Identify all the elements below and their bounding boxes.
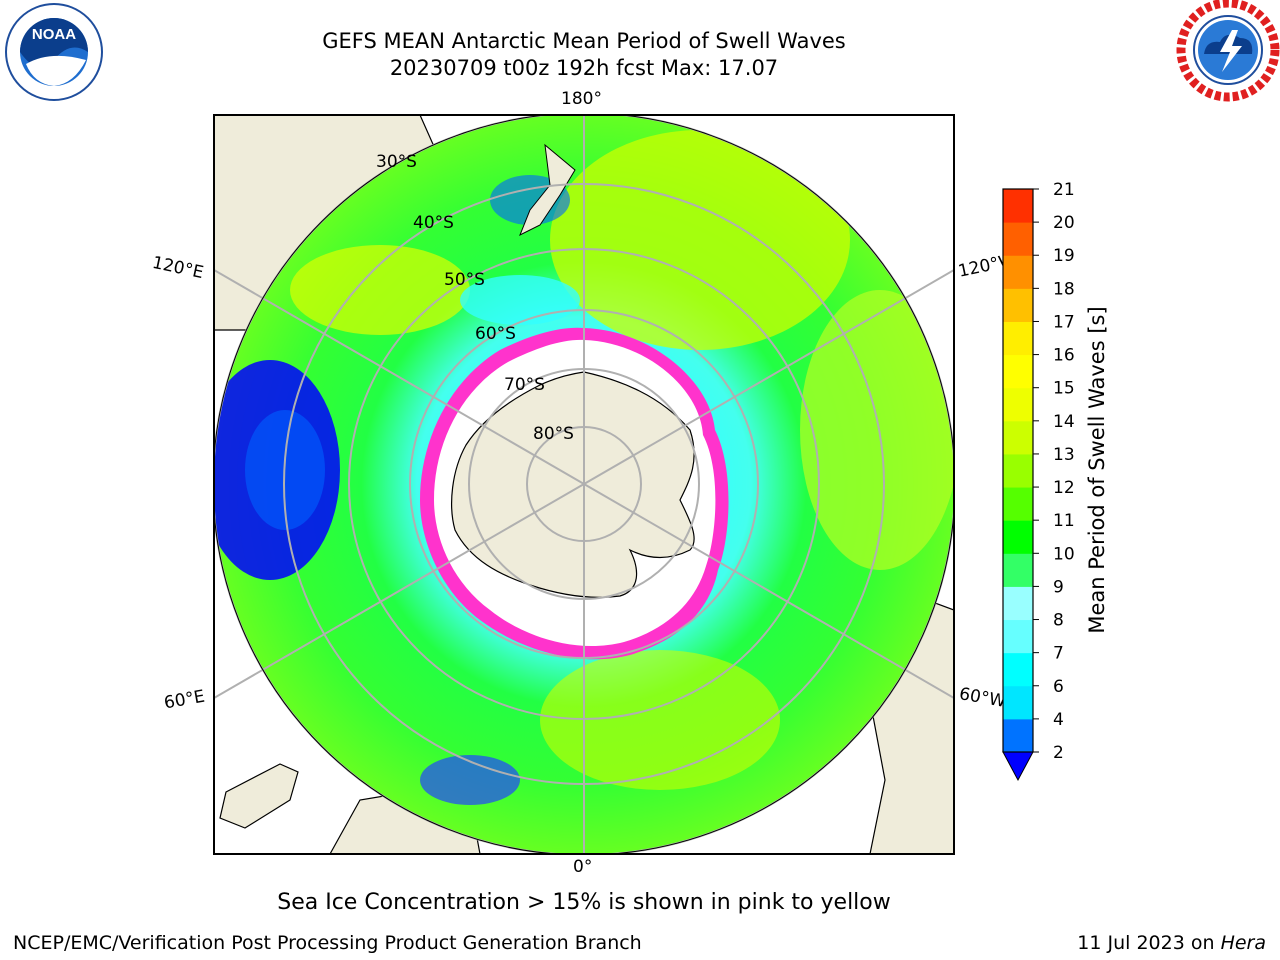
colorbar-tick-label: 18 bbox=[1053, 279, 1075, 299]
colorbar-tick-label: 10 bbox=[1053, 544, 1075, 564]
colorbar-segment bbox=[1003, 189, 1033, 223]
colorbar-segment bbox=[1003, 453, 1033, 488]
madagascar-land bbox=[219, 763, 299, 829]
colorbar-segment bbox=[1003, 553, 1033, 587]
colorbar-segment bbox=[1003, 288, 1033, 322]
lon-label-180: 180° bbox=[561, 89, 602, 109]
colorbar-tick-label: 11 bbox=[1053, 511, 1075, 531]
lat-label-70s: 70°S bbox=[504, 375, 545, 395]
colorbar-segment bbox=[1003, 222, 1033, 256]
antarctica-land bbox=[451, 371, 695, 598]
sea-ice-note: Sea Ice Concentration > 15% is shown in … bbox=[277, 890, 891, 915]
colorbar-segment bbox=[1003, 619, 1033, 654]
footer-date-text: 11 Jul 2023 on bbox=[1077, 932, 1221, 954]
colorbar-segment bbox=[1003, 718, 1033, 753]
colorbar-tick-label: 19 bbox=[1053, 246, 1075, 266]
footer-credit: NCEP/EMC/Verification Post Processing Pr… bbox=[13, 932, 642, 954]
colorbar-tick-label: 7 bbox=[1053, 644, 1064, 664]
colorbar-segment bbox=[1003, 321, 1033, 356]
lat-label-60s: 60°S bbox=[475, 324, 516, 344]
footer-machine: Hera bbox=[1220, 932, 1266, 954]
lat-label-80s: 80°S bbox=[533, 424, 574, 444]
colorbar-segment bbox=[1003, 487, 1033, 521]
colorbar-tick-label: 21 bbox=[1053, 180, 1075, 200]
colorbar-tick-label: 16 bbox=[1053, 346, 1075, 366]
colorbar-segment bbox=[1003, 387, 1033, 422]
colorbar-tick-label: 14 bbox=[1053, 412, 1075, 432]
colorbar-tick-label: 6 bbox=[1053, 677, 1064, 697]
colorbar-tick-label: 13 bbox=[1053, 445, 1075, 465]
nws-logo bbox=[1176, 0, 1280, 102]
lat-label-30s: 30°S bbox=[376, 152, 417, 172]
colorbar-under-arrow bbox=[1002, 751, 1034, 782]
noaa-logo-text: NOAA bbox=[32, 26, 76, 43]
footer-date: 11 Jul 2023 on Hera bbox=[1077, 932, 1266, 954]
lat-label-40s: 40°S bbox=[413, 213, 454, 233]
lon-label-0: 0° bbox=[573, 857, 593, 877]
colorbar-tick-label: 12 bbox=[1053, 478, 1075, 498]
colorbar-tick-label: 2 bbox=[1053, 743, 1064, 763]
colorbar-segment bbox=[1003, 586, 1033, 621]
colorbar-tick-label: 9 bbox=[1053, 577, 1064, 597]
colorbar-label: Mean Period of Swell Waves [s] bbox=[1085, 306, 1109, 634]
lat-label-50s: 50°S bbox=[444, 270, 485, 290]
chart-title: GEFS MEAN Antarctic Mean Period of Swell… bbox=[322, 29, 846, 53]
new-zealand-land bbox=[519, 143, 576, 237]
colorbar-tick-label: 15 bbox=[1053, 379, 1075, 399]
colorbar-segment bbox=[1003, 520, 1033, 554]
noaa-logo: NOAA bbox=[5, 3, 103, 101]
colorbar-tick-label: 17 bbox=[1053, 312, 1075, 332]
colorbar-tick-label: 8 bbox=[1053, 611, 1064, 631]
chart-subtitle: 20230709 t00z 192h fcst Max: 17.07 bbox=[389, 56, 779, 80]
colorbar-segment bbox=[1003, 354, 1033, 389]
colorbar-tick-label: 4 bbox=[1053, 710, 1064, 730]
colorbar-tick-label: 20 bbox=[1053, 213, 1075, 233]
colorbar-segment bbox=[1003, 255, 1033, 289]
colorbar-segment bbox=[1003, 652, 1033, 687]
colorbar-segment bbox=[1003, 420, 1033, 455]
colorbar-segment bbox=[1003, 685, 1033, 720]
